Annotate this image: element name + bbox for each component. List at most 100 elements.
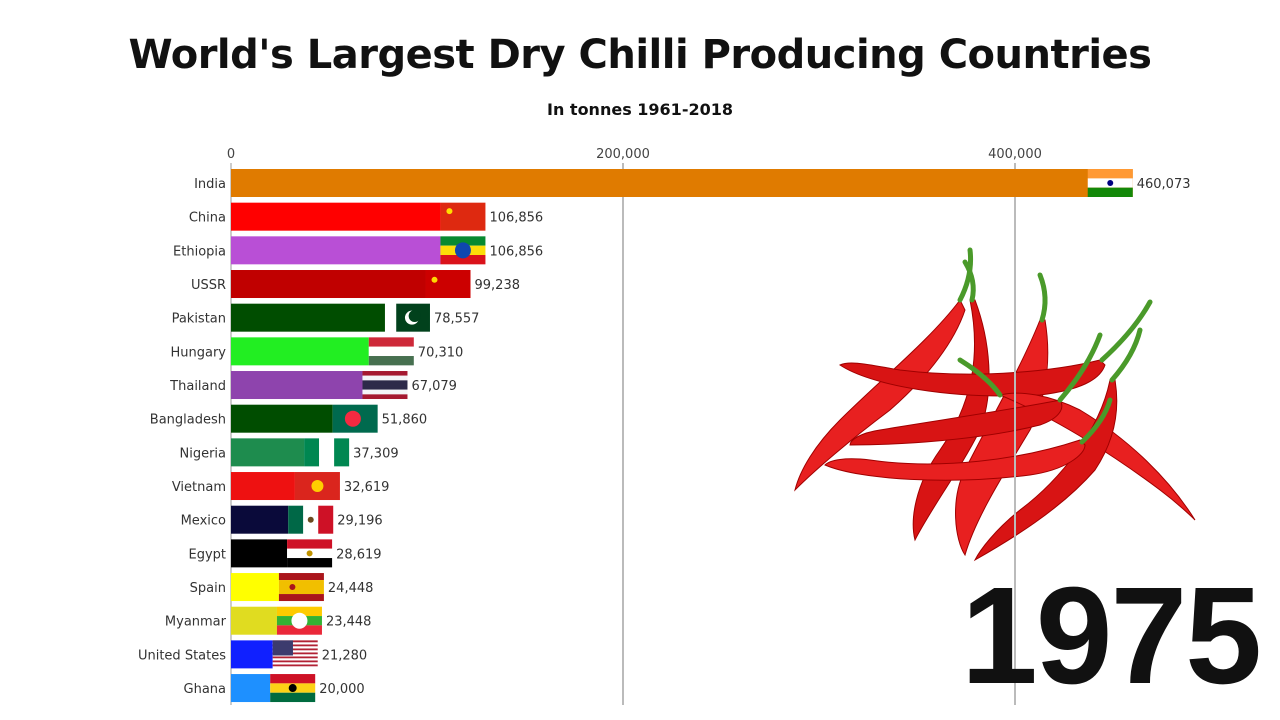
chart-subtitle: In tonnes 1961-2018 — [547, 100, 733, 119]
nigeria-flag-part — [304, 438, 320, 467]
country-label: Bangladesh — [150, 413, 226, 428]
mexico-flag-part — [318, 505, 334, 534]
ussr-flag-part — [425, 270, 471, 299]
bangladesh-flag — [332, 404, 378, 433]
thailand-flag-part — [362, 394, 408, 400]
year-label: 1975 — [961, 559, 1262, 713]
bar — [231, 270, 426, 299]
china-flag — [440, 202, 486, 231]
bar-row: Ethiopia 106,856 — [173, 236, 543, 265]
value-label: 460,073 — [1137, 177, 1191, 192]
value-label: 32,619 — [344, 480, 390, 495]
usa-flag-part — [272, 662, 318, 665]
ussr-flag — [425, 270, 471, 299]
bar — [231, 337, 369, 366]
value-label: 37,309 — [353, 446, 399, 461]
value-label: 99,238 — [475, 278, 521, 293]
chilli-stem — [957, 357, 1003, 398]
bangladesh-flag-part — [344, 410, 361, 427]
bar-row: Egypt 28,619 — [188, 539, 382, 568]
value-label: 29,196 — [337, 514, 383, 529]
country-label: Thailand — [169, 379, 226, 394]
country-label: Vietnam — [172, 480, 226, 495]
egypt-flag-part — [287, 558, 333, 568]
usa-flag — [272, 640, 318, 669]
usa-flag-part — [272, 646, 318, 649]
china-flag-part — [440, 202, 486, 231]
spain-flag-part — [278, 594, 324, 602]
country-label: Nigeria — [179, 446, 226, 461]
usa-flag-part — [272, 666, 318, 669]
india-flag — [1087, 169, 1133, 197]
country-label: India — [194, 177, 226, 192]
bar-row: India 460,073 — [194, 169, 1191, 197]
country-label: Myanmar — [165, 615, 227, 630]
usa-flag-part — [272, 640, 293, 656]
chart-title: World's Largest Dry Chilli Producing Cou… — [128, 32, 1152, 78]
bar — [231, 371, 363, 400]
value-label: 24,448 — [328, 581, 374, 596]
thailand-flag-part — [362, 389, 408, 395]
usa-flag-part — [272, 654, 318, 657]
country-label: Spain — [190, 581, 226, 596]
bar-row: China 106,856 — [189, 202, 543, 231]
chilli-stem — [1099, 299, 1153, 363]
value-label: 21,280 — [322, 648, 368, 663]
hungary-flag-part — [368, 356, 414, 366]
bar-row: Bangladesh 51,860 — [150, 404, 428, 433]
myanmar-flag-part — [291, 612, 308, 629]
value-label: 28,619 — [336, 547, 382, 562]
value-label: 23,448 — [326, 615, 372, 630]
spain-flag-part — [278, 580, 324, 595]
country-label: Ghana — [184, 682, 227, 697]
bar — [231, 606, 277, 635]
bar-row: Vietnam 32,619 — [172, 472, 390, 501]
thailand-flag-part — [362, 371, 408, 376]
usa-flag-part — [272, 642, 318, 645]
country-label: United States — [138, 648, 226, 663]
nigeria-flag-part — [319, 438, 335, 467]
hungary-flag — [368, 337, 414, 366]
chilli-stem — [962, 259, 976, 303]
mexico-flag — [288, 505, 334, 534]
value-label: 20,000 — [319, 682, 365, 697]
ethiopia-flag-part — [440, 255, 486, 265]
value-label: 70,310 — [418, 345, 464, 360]
india-flag-part — [1107, 180, 1114, 186]
hungary-flag-part — [368, 346, 414, 357]
value-label: 106,856 — [489, 211, 543, 226]
egypt-flag — [287, 539, 333, 568]
bar — [231, 236, 441, 265]
pakistan-flag-part — [408, 310, 421, 322]
egypt-flag-part — [287, 539, 333, 549]
hungary-flag-part — [368, 337, 414, 347]
bar-row: United States 21,280 — [138, 640, 368, 669]
usa-flag-part — [272, 648, 318, 651]
pakistan-flag — [384, 303, 430, 332]
bar-row: Ghana 20,000 — [184, 674, 365, 703]
country-label: Mexico — [181, 514, 226, 529]
ghana-flag-part — [288, 684, 297, 693]
myanmar-flag-part — [276, 625, 322, 635]
country-label: USSR — [191, 278, 226, 293]
ethiopia-flag-part — [454, 242, 471, 259]
mexico-flag-part — [307, 516, 314, 523]
ethiopia-flag — [440, 236, 486, 265]
usa-flag-part — [272, 658, 318, 661]
china-flag-part — [446, 208, 453, 215]
india-flag-part — [1087, 187, 1133, 197]
value-label: 51,860 — [382, 413, 428, 428]
myanmar-flag-part — [276, 606, 322, 617]
myanmar-flag — [276, 606, 322, 635]
india-flag-part — [1087, 169, 1133, 179]
chilli-pepper — [824, 439, 1086, 481]
spain-flag-part — [289, 584, 296, 591]
bar — [231, 505, 289, 534]
usa-flag-part — [272, 644, 318, 647]
bar-row: Pakistan 78,557 — [172, 303, 480, 332]
value-label: 78,557 — [434, 312, 480, 327]
pakistan-flag-part — [384, 303, 397, 332]
thailand-flag-part — [362, 380, 408, 390]
usa-flag-part — [272, 650, 318, 653]
